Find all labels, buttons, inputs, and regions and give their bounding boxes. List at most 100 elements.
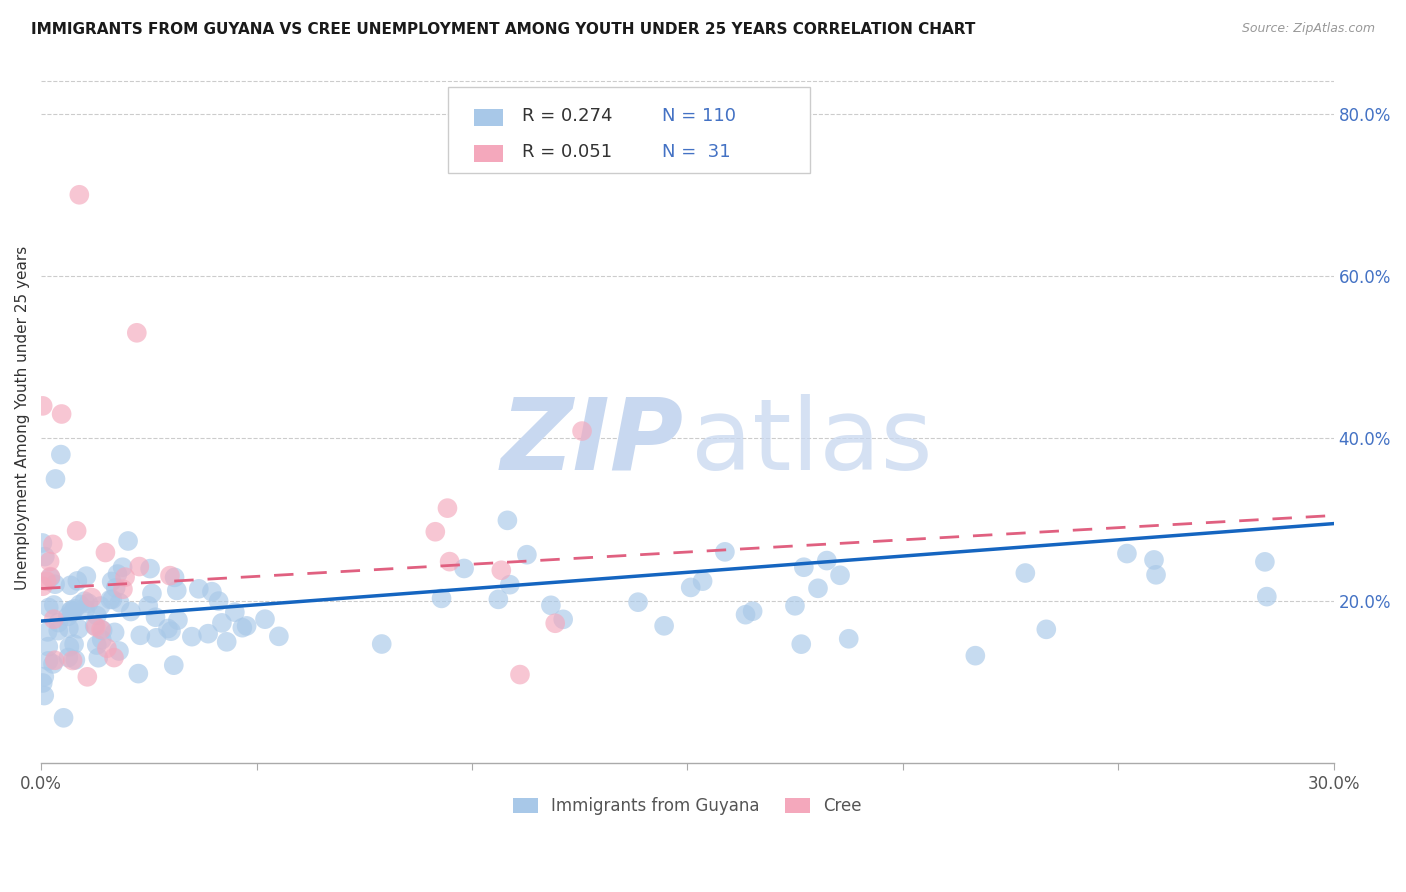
Point: [197, 626, 219, 640]
Point: [38, 600, 60, 615]
Point: [83, 618, 105, 632]
Point: [44, 577, 66, 591]
FancyBboxPatch shape: [449, 87, 810, 173]
Point: [1014, 566, 1036, 580]
Point: [1035, 623, 1057, 637]
Point: [516, 548, 538, 562]
Legend: Immigrants from Guyana, Cree: Immigrants from Guyana, Cree: [505, 789, 870, 824]
Point: [46, 624, 69, 638]
Point: [163, 570, 186, 584]
Point: [84, 619, 107, 633]
Point: [509, 667, 531, 681]
Point: [42, 598, 65, 612]
Point: [39, 569, 62, 583]
Point: [60, 605, 83, 619]
Point: [571, 424, 593, 438]
Point: [211, 615, 233, 630]
Point: [51, 407, 73, 421]
Point: [156, 622, 179, 636]
Point: [783, 599, 806, 613]
Point: [44, 653, 66, 667]
Point: [790, 637, 813, 651]
Point: [31, 536, 53, 550]
Point: [37, 624, 59, 639]
Point: [44, 472, 66, 486]
Point: [145, 610, 167, 624]
Point: [86, 608, 108, 623]
Point: [34, 549, 56, 564]
Point: [125, 326, 148, 340]
Point: [436, 501, 458, 516]
Point: [108, 596, 131, 610]
Text: N = 110: N = 110: [662, 107, 735, 126]
Point: [42, 657, 65, 671]
Point: [208, 594, 231, 608]
Point: [32, 689, 55, 703]
Point: [32, 670, 55, 684]
Point: [129, 628, 152, 642]
Point: [163, 658, 186, 673]
Point: [253, 612, 276, 626]
Point: [1143, 553, 1166, 567]
Point: [714, 545, 737, 559]
Point: [120, 605, 142, 619]
Point: [31, 676, 53, 690]
Point: [159, 568, 181, 582]
Point: [136, 599, 159, 613]
Point: [167, 613, 190, 627]
Point: [58, 621, 80, 635]
Point: [104, 625, 127, 640]
Point: [111, 582, 134, 597]
Point: [87, 650, 110, 665]
Point: [66, 524, 89, 538]
Y-axis label: Unemployment Among Youth under 25 years: Unemployment Among Youth under 25 years: [15, 246, 30, 591]
Point: [652, 619, 675, 633]
Point: [76, 670, 98, 684]
Point: [101, 592, 124, 607]
Point: [734, 607, 756, 622]
Point: [63, 601, 86, 615]
Point: [31, 399, 53, 413]
Point: [793, 560, 815, 574]
Point: [67, 622, 90, 636]
Point: [35, 574, 58, 588]
Point: [114, 570, 136, 584]
Point: [965, 648, 987, 663]
Point: [100, 574, 122, 589]
Point: [425, 524, 447, 539]
Point: [90, 623, 112, 637]
Point: [67, 187, 90, 202]
Point: [1144, 567, 1167, 582]
Point: [104, 581, 127, 595]
Point: [187, 582, 209, 596]
Point: [838, 632, 860, 646]
Point: [56, 609, 79, 624]
Point: [430, 591, 453, 606]
FancyBboxPatch shape: [474, 145, 502, 162]
Point: [58, 650, 80, 665]
Point: [60, 603, 83, 617]
Point: [38, 555, 60, 569]
FancyBboxPatch shape: [474, 110, 502, 126]
Point: [117, 533, 139, 548]
Point: [103, 650, 125, 665]
Point: [91, 624, 114, 638]
Text: IMMIGRANTS FROM GUYANA VS CREE UNEMPLOYMENT AMONG YOUTH UNDER 25 YEARS CORRELATI: IMMIGRANTS FROM GUYANA VS CREE UNEMPLOYM…: [31, 22, 976, 37]
Point: [828, 568, 851, 582]
Point: [98, 592, 121, 607]
Point: [52, 711, 75, 725]
Point: [62, 653, 84, 667]
Point: [59, 604, 82, 618]
Point: [439, 555, 461, 569]
Point: [741, 604, 763, 618]
Point: [31, 579, 53, 593]
Point: [108, 644, 131, 658]
Point: [80, 591, 103, 605]
Point: [231, 621, 253, 635]
Point: [111, 560, 134, 574]
Point: [145, 631, 167, 645]
Point: [160, 624, 183, 639]
Point: [370, 637, 392, 651]
Point: [491, 563, 513, 577]
Point: [201, 584, 224, 599]
